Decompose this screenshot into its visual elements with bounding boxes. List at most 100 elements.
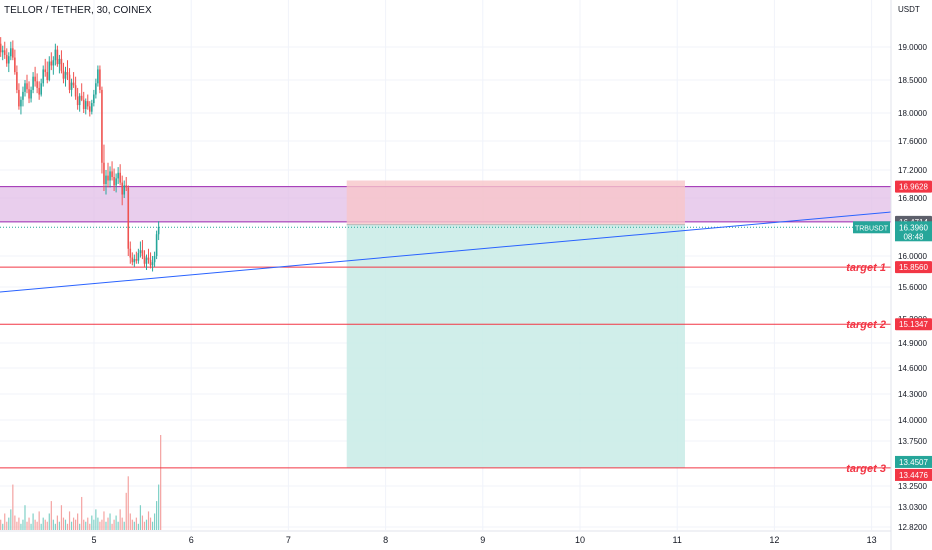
volume-bar-19 [38, 511, 40, 530]
candle-body-21 [42, 69, 45, 84]
volume-bar-51 [103, 511, 105, 530]
volume-bar-12 [24, 505, 26, 530]
candle-body-44 [88, 106, 91, 112]
volume-bar-68 [137, 523, 139, 530]
volume-bar-60 [121, 517, 123, 530]
price-tick-11: 14.0000 [898, 416, 927, 425]
countdown-tag: 08:48 [903, 232, 924, 241]
candle-body-52 [105, 175, 107, 184]
candle-body-5 [10, 48, 12, 57]
candle-body-41 [82, 99, 85, 110]
volume-bar-27 [54, 523, 56, 530]
target-label-1: target 1 [846, 262, 886, 274]
volume-bar-47 [95, 509, 97, 530]
price-tick-4: 17.2000 [898, 166, 927, 175]
candle-body-1 [1, 50, 4, 53]
volume-bar-31 [62, 517, 65, 530]
candle-body-66 [133, 259, 136, 263]
volume-bar-11 [22, 519, 24, 530]
candle-body-0 [0, 43, 2, 53]
volume-bar-22 [44, 519, 46, 530]
last-price-tag: 16.3960 [899, 223, 928, 232]
candle-body-75 [151, 262, 154, 266]
price-tick-15: 12.8200 [898, 523, 927, 532]
candle-body-53 [107, 175, 109, 181]
candle-body-16 [32, 76, 34, 90]
price-tick-7: 15.6000 [898, 283, 927, 292]
volume-bar-26 [52, 519, 54, 530]
volume-bar-29 [58, 521, 61, 530]
price-tick-12: 13.7500 [898, 437, 927, 446]
volume-bar-55 [111, 523, 113, 530]
volume-bar-67 [135, 517, 137, 530]
volume-bar-18 [36, 521, 38, 530]
candle-body-25 [50, 61, 53, 66]
volume-bar-78 [158, 484, 160, 530]
volume-bar-37 [75, 519, 77, 530]
volume-bar-56 [113, 519, 115, 530]
candle-body-23 [46, 72, 49, 80]
candle-body-69 [139, 250, 142, 254]
zone-top-tag-bg [895, 180, 932, 193]
target-3a-tag: 13.4507 [899, 458, 928, 467]
volume-bar-8 [16, 521, 18, 530]
price-tick-10: 14.3000 [898, 390, 927, 399]
volume-bar-17 [34, 519, 36, 530]
candle-body-49 [99, 69, 101, 90]
candle-body-32 [64, 72, 67, 79]
chart-title: TELLOR / TETHER, 30, COINEX [4, 5, 152, 16]
target-label-2: target 2 [846, 319, 886, 331]
price-labels: 16.962816.471415.856015.134713.450713.44… [853, 180, 932, 481]
volume-bar-46 [93, 519, 95, 530]
trend-line[interactable] [0, 211, 892, 293]
volume-bar-1 [2, 523, 4, 530]
price-tick-1: 18.5000 [898, 76, 927, 85]
candle-body-67 [135, 259, 138, 261]
volume-bar-39 [79, 523, 81, 530]
candle-body-71 [143, 256, 146, 264]
candle-body-8 [16, 72, 18, 90]
zone-top-tag: 16.9628 [899, 183, 928, 192]
volume-bar-62 [125, 492, 127, 530]
volume-bar-64 [129, 513, 131, 530]
candle-body-36 [72, 82, 75, 86]
candle-body-15 [30, 89, 32, 99]
candle-body-77 [155, 234, 158, 256]
candle-body-34 [68, 74, 71, 90]
take-profit-box[interactable] [346, 224, 685, 468]
candle-body-39 [78, 95, 81, 106]
candle-body-30 [60, 58, 63, 71]
candle-body-40 [80, 95, 83, 100]
volume-bar-74 [149, 517, 152, 530]
currency-label: USDT [898, 5, 920, 14]
volume-bar-54 [109, 513, 111, 530]
volume-bar-14 [28, 517, 30, 530]
target-2-tag-bg [895, 318, 932, 331]
stop-loss-box[interactable] [346, 180, 685, 225]
volume-bar-50 [101, 519, 103, 530]
volume-bar-77 [156, 501, 158, 530]
candle-body-37 [74, 85, 77, 97]
candle-body-35 [70, 82, 73, 90]
volume-bar-35 [70, 521, 73, 530]
candle-body-4 [7, 56, 10, 64]
price-tick-8: 14.9000 [898, 339, 927, 348]
volume-bar-4 [8, 517, 10, 530]
volume-bars [0, 435, 162, 530]
candle-body-28 [56, 49, 59, 65]
candle-body-14 [28, 89, 30, 99]
volume-bar-10 [20, 523, 22, 530]
volume-bar-24 [48, 513, 50, 530]
target-1-tag-bg [895, 261, 932, 274]
candle-body-58 [117, 172, 119, 179]
candle-body-76 [153, 256, 156, 263]
candle-body-38 [76, 96, 79, 106]
candle-body-63 [127, 187, 130, 249]
symbol-tag: TRBUSDT [855, 225, 889, 232]
price-tick-0: 19.0000 [898, 43, 927, 52]
candle-body-43 [86, 101, 89, 107]
time-tick-1: 6 [189, 535, 194, 545]
candle-body-13 [26, 83, 28, 90]
last-price-bg [895, 221, 932, 242]
